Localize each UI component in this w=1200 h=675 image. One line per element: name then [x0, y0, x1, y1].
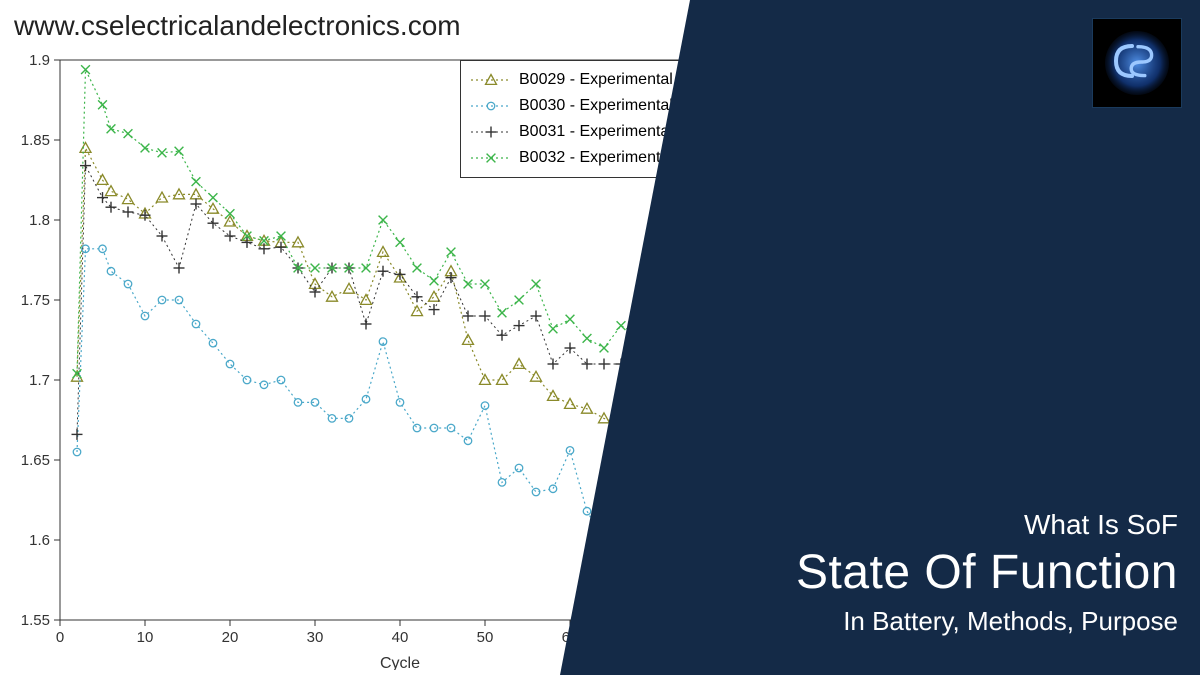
legend-label: B0032 - Experimental: [519, 149, 673, 167]
svg-text:40: 40: [392, 629, 409, 646]
title-subtitle-1: What Is SoF: [796, 509, 1178, 541]
site-logo: [1092, 18, 1182, 108]
legend-label: B0031 - Experimental: [519, 123, 673, 141]
svg-text:1.7: 1.7: [29, 372, 50, 389]
svg-text:1.85: 1.85: [21, 132, 50, 149]
title-main: State Of Function: [796, 545, 1178, 600]
svg-text:1.6: 1.6: [29, 532, 50, 549]
svg-text:0: 0: [56, 629, 64, 646]
title-subtitle-2: In Battery, Methods, Purpose: [796, 606, 1178, 637]
svg-text:1.65: 1.65: [21, 452, 50, 469]
legend-label: B0029 - Experimental: [519, 71, 673, 89]
cs-logo-icon: [1102, 28, 1172, 98]
svg-text:1.9: 1.9: [29, 52, 50, 69]
title-block: What Is SoF State Of Function In Battery…: [796, 509, 1178, 637]
svg-text:1.8: 1.8: [29, 212, 50, 229]
legend-label: B0030 - Experimental: [519, 97, 673, 115]
site-url: www.cselectricalandelectronics.com: [14, 10, 461, 42]
svg-text:Cycle: Cycle: [380, 655, 420, 670]
svg-text:1.75: 1.75: [21, 292, 50, 309]
svg-text:20: 20: [222, 629, 239, 646]
svg-text:30: 30: [307, 629, 324, 646]
svg-text:50: 50: [477, 629, 494, 646]
svg-text:10: 10: [137, 629, 154, 646]
svg-text:1.55: 1.55: [21, 612, 50, 629]
